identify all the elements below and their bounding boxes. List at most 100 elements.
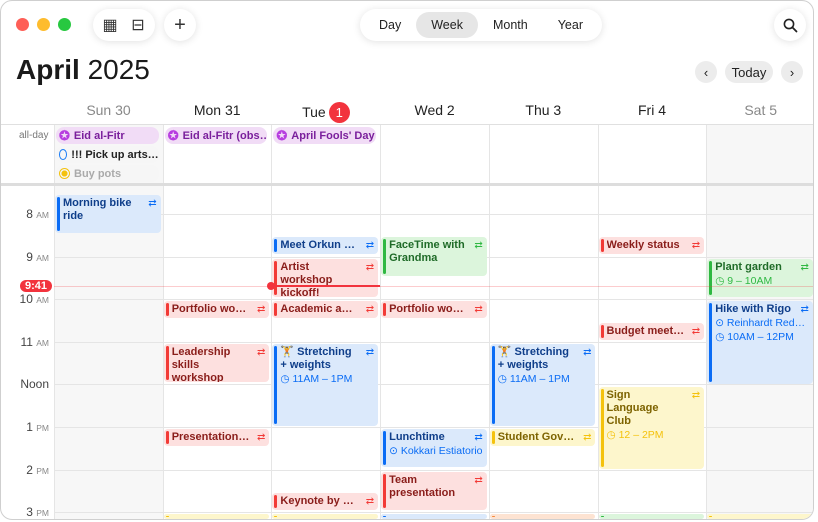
calendar-event[interactable]: Sign Language Club ⇄ ◷ 12 – 2PM — [598, 386, 705, 469]
repeat-icon: ⇄ — [583, 432, 592, 444]
calendar-list-icon[interactable]: ▦ — [102, 17, 118, 34]
event-title: Meet Orkun fo… — [280, 239, 366, 252]
calendar-event[interactable]: Student Gover… ⇄ — [489, 429, 596, 447]
repeat-icon: ⇄ — [474, 474, 483, 486]
event-title: FaceTime with Grandma — [389, 239, 465, 265]
day-header[interactable]: Sun 30 — [54, 102, 163, 118]
calendar-event[interactable]: 🏋 Stretching + weights ⇄ ◷ 11AM – 1PM — [489, 343, 596, 427]
day-header[interactable]: Tue 1 — [271, 102, 380, 123]
calendar-event[interactable]: Keynote by Ja… ⇄ — [272, 493, 379, 511]
view-day-tab[interactable]: Day — [379, 18, 402, 32]
calendar-event[interactable]: Lunchtime ⇄ ⊙ Kokkari Estiatorio — [381, 429, 487, 468]
repeat-icon: ⇄ — [256, 432, 266, 444]
all-day-event-title: Buy pots — [74, 167, 122, 180]
minimize-button[interactable] — [37, 18, 50, 31]
calendar-event[interactable]: Plant garden ⇄ ◷ 9 – 10AM — [707, 258, 813, 298]
clock-icon: ◷ — [280, 372, 293, 385]
hour-label: 3 PM — [1, 506, 49, 519]
search-button[interactable] — [774, 9, 806, 41]
next-week-button[interactable]: › — [781, 61, 803, 83]
repeat-icon: ⇄ — [800, 304, 809, 316]
repeat-icon: ⇄ — [583, 346, 592, 358]
calendar-event[interactable]: Artist workshop kickoff! ⇄ — [272, 258, 379, 298]
day-header-label: Tue — [302, 104, 326, 120]
calendar-event[interactable]: Portfolio work… ⇄ — [163, 301, 270, 319]
event-time: ◷ 11AM – 1PM — [280, 373, 374, 386]
chevron-left-icon: ‹ — [703, 64, 709, 80]
hour-label: 1 PM — [1, 421, 49, 434]
repeat-icon: ⇄ — [365, 261, 375, 273]
hour-number: 8 — [26, 206, 33, 221]
calendar-event[interactable] — [489, 514, 596, 519]
completed-reminder-icon[interactable] — [59, 168, 70, 179]
page-title: April 2025 — [16, 54, 150, 86]
day-column — [54, 125, 163, 519]
calendar-event[interactable]: Weekly status ⇄ — [598, 237, 705, 255]
plus-icon: + — [174, 13, 186, 36]
event-time-text: 11AM – 1PM — [292, 372, 353, 385]
reminder-circle-icon[interactable] — [59, 149, 68, 160]
chevron-right-icon: › — [789, 64, 795, 80]
hour-line — [54, 426, 813, 428]
calendar-event[interactable]: Team presentation ⇄ — [381, 471, 487, 511]
all-day-event-title: Eid al-Fitr (obs… — [182, 129, 268, 142]
calendar-event[interactable]: Morning bike ride ⇄ — [55, 194, 161, 234]
day-header-label: Fri 4 — [638, 102, 666, 118]
calendar-event[interactable] — [272, 514, 379, 519]
repeat-icon: ⇄ — [691, 240, 701, 252]
calendar-event[interactable]: Leadership skills workshop ⇄ — [163, 343, 270, 383]
inbox-icon[interactable]: ⊟ — [131, 17, 145, 34]
event-time: ◷ 12 – 2PM — [607, 429, 701, 442]
all-day-event-title: !!! Pick up arts… — [71, 148, 159, 161]
repeat-icon: ⇄ — [800, 261, 809, 273]
calendar-event[interactable]: Meet Orkun fo… ⇄ — [272, 237, 379, 255]
star-icon: ✪ — [59, 127, 70, 143]
all-day-event[interactable]: !!! Pick up arts… — [56, 146, 159, 163]
view-week-tab[interactable]: Week — [416, 12, 478, 38]
close-button[interactable] — [16, 18, 29, 31]
today-button[interactable]: Today — [725, 61, 773, 83]
repeat-icon: ⇄ — [365, 240, 375, 252]
day-column — [271, 125, 380, 519]
day-header[interactable]: Fri 4 — [598, 102, 707, 118]
calendar-event[interactable]: FaceTime with Grandma ⇄ — [381, 237, 487, 276]
day-header-label: Sat 5 — [744, 102, 778, 118]
day-header[interactable]: Wed 2 — [380, 102, 489, 118]
calendar-event[interactable]: Academic advi… ⇄ — [272, 301, 379, 319]
day-header[interactable]: Sat 5 — [706, 102, 813, 118]
hour-label: 2 PM — [1, 464, 49, 477]
clock-icon: ◷ — [497, 372, 510, 385]
add-event-button[interactable]: + — [164, 9, 196, 41]
event-time-text: 10AM – 12PM — [727, 331, 794, 344]
day-header[interactable]: Mon 31 — [163, 102, 272, 118]
view-year-tab[interactable]: Year — [557, 18, 583, 32]
zoom-button[interactable] — [58, 18, 71, 31]
week-grid[interactable]: 8 AM 9 AM 10 AM 11 AM Noon 1 PM 2 PM 3 PM Mornin… — [1, 186, 813, 519]
all-day-event[interactable]: ✪ Eid al-Fitr (obs… — [164, 127, 268, 144]
event-time-text: 12 – 2PM — [618, 428, 664, 441]
all-day-event[interactable]: ✪ Eid al-Fitr — [56, 127, 159, 144]
all-day-event[interactable]: Buy pots — [56, 165, 159, 182]
calendar-event[interactable]: Budget meeting ⇄ — [598, 322, 705, 340]
calendar-event[interactable] — [598, 514, 705, 519]
hour-label: 11 AM — [1, 336, 49, 349]
calendar-event[interactable] — [707, 514, 813, 519]
hour-suffix: PM — [36, 465, 49, 476]
day-header[interactable]: Thu 3 — [489, 102, 598, 118]
calendar-event[interactable]: Portfolio work… ⇄ — [381, 301, 487, 319]
event-location-text: Kokkari Estiatorio — [400, 445, 483, 458]
calendar-event[interactable] — [381, 514, 487, 519]
current-time-line-today — [271, 284, 381, 287]
calendar-event[interactable]: 🏋 Stretching + weights ⇄ ◷ 11AM – 1PM — [272, 343, 379, 427]
calendar-event[interactable] — [163, 514, 270, 519]
sidebar-toolbar-group: ▦ ⊟ — [93, 9, 155, 41]
day-header-label: Thu 3 — [525, 102, 562, 118]
hour-line — [54, 384, 813, 386]
event-location: ⊙ Reinhardt Red… — [715, 317, 809, 330]
all-day-event[interactable]: ✪ April Fools' Day — [273, 127, 377, 144]
hour-label: 8 AM — [1, 208, 49, 221]
calendar-event[interactable]: Presentation p… ⇄ — [163, 429, 270, 447]
view-month-tab[interactable]: Month — [492, 18, 528, 32]
previous-week-button[interactable]: ‹ — [695, 61, 717, 83]
calendar-event[interactable]: Hike with Rigo ⇄ ⊙ Reinhardt Red… ◷ 10AM – … — [707, 301, 813, 384]
